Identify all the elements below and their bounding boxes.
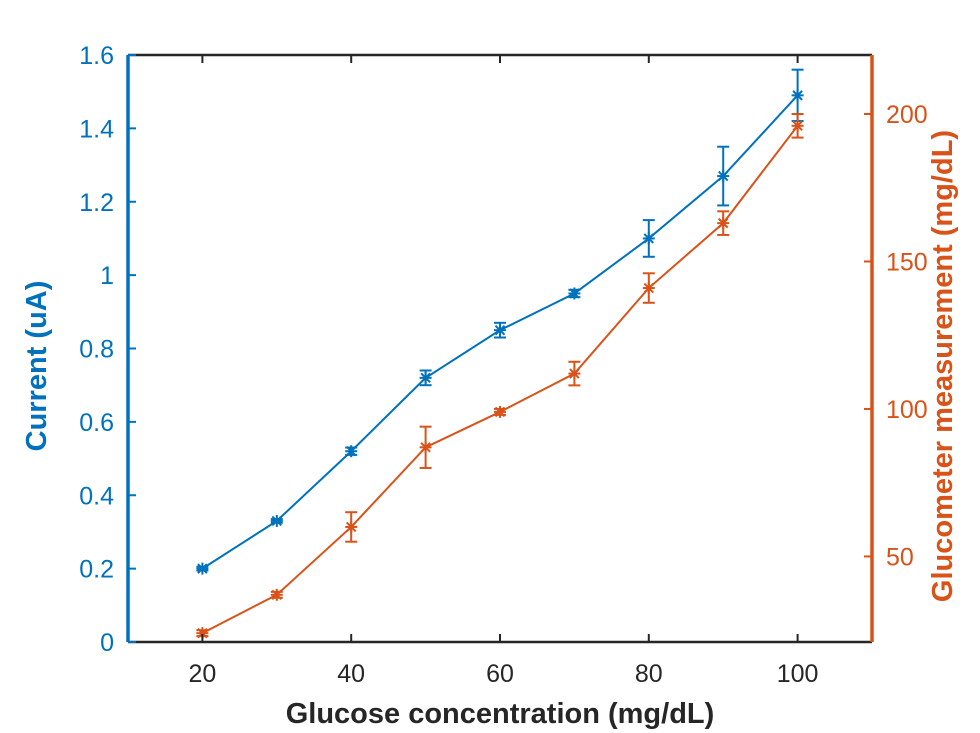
series-current-point bbox=[717, 170, 730, 183]
y-axis-left-title: Current (uA) bbox=[21, 281, 53, 452]
x-tick-label: 40 bbox=[337, 660, 365, 688]
y-left-tick-label: 0.2 bbox=[79, 556, 114, 584]
series-layer bbox=[196, 68, 804, 640]
series-glucometer-line bbox=[201, 125, 799, 635]
series-current bbox=[196, 68, 804, 575]
y-right-tick-label: 150 bbox=[886, 248, 928, 276]
y-axis-right-title: Glucometer measurement (mg/dL) bbox=[927, 130, 959, 602]
series-current-point bbox=[642, 232, 655, 245]
series-glucometer-point bbox=[494, 405, 506, 418]
series-glucometer-point bbox=[568, 367, 581, 380]
y-right-tick-label: 200 bbox=[886, 101, 928, 129]
series-current-point bbox=[270, 514, 283, 527]
y-left-tick-label: 0 bbox=[100, 629, 114, 657]
series-glucometer-point bbox=[642, 282, 655, 295]
series-glucometer-point bbox=[345, 520, 358, 533]
y-left-tick-label: 1.2 bbox=[79, 189, 114, 217]
y-right-tick-label: 50 bbox=[886, 543, 914, 571]
y-left-tick-label: 0.8 bbox=[79, 336, 114, 364]
series-glucometer-point bbox=[717, 217, 730, 230]
series-glucometer-point bbox=[270, 588, 283, 601]
axes-layer: 20 40 60 80 100 0 0.2 0.4 0.6 0.8 1 1.2 1.4 1.6 50 100 1… bbox=[79, 42, 927, 688]
series-current-point bbox=[568, 287, 581, 300]
series-current-point bbox=[196, 562, 209, 575]
series-glucometer bbox=[196, 112, 804, 640]
series-glucometer-point bbox=[791, 119, 804, 132]
y-left-tick-label: 0.4 bbox=[79, 482, 114, 510]
x-tick-label: 100 bbox=[777, 660, 819, 688]
y-left-tick-label: 0.6 bbox=[79, 409, 114, 437]
x-tick-label: 60 bbox=[486, 660, 514, 688]
y-left-tick-label: 1.6 bbox=[79, 42, 114, 70]
series-current-point bbox=[791, 89, 804, 102]
series-current-point bbox=[419, 371, 432, 384]
series-current-point bbox=[345, 445, 358, 458]
x-axis-title: Glucose concentration (mg/dL) bbox=[286, 698, 715, 730]
x-tick-label: 20 bbox=[188, 660, 216, 688]
series-current-point bbox=[494, 324, 506, 337]
series-glucometer-point bbox=[419, 441, 432, 454]
x-tick-label: 80 bbox=[635, 660, 663, 688]
y-right-tick-label: 100 bbox=[886, 396, 928, 424]
y-left-tick-label: 1.4 bbox=[79, 115, 114, 143]
y-left-tick-label: 1 bbox=[100, 262, 114, 290]
